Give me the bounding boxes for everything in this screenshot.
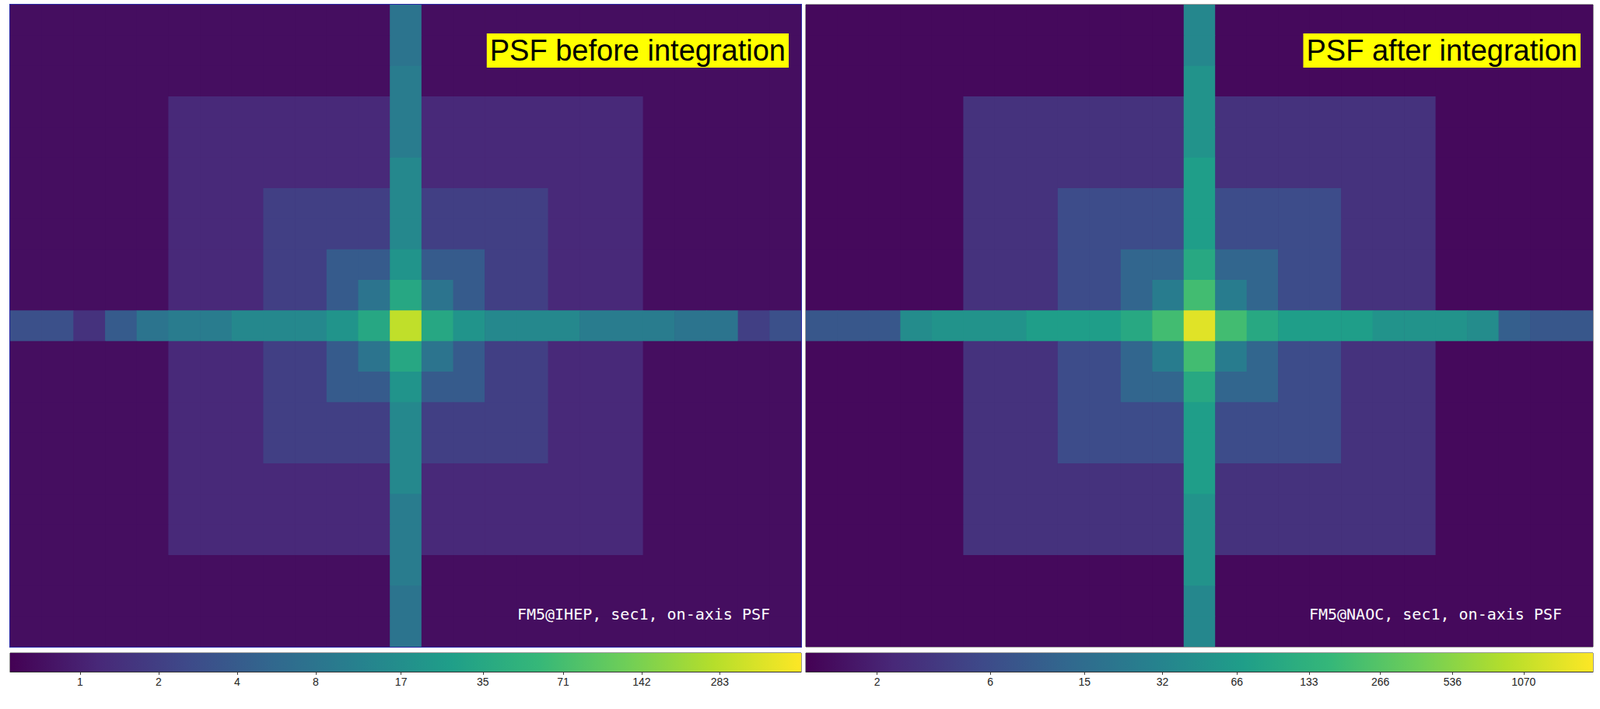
svg-text:2: 2 (874, 675, 881, 689)
svg-text:6: 6 (987, 675, 994, 689)
svg-text:133: 133 (1299, 675, 1319, 689)
svg-text:32: 32 (1156, 675, 1170, 689)
svg-text:FM5@IHEP, sec1, on-axis PSF: FM5@IHEP, sec1, on-axis PSF (517, 605, 771, 624)
svg-text:2: 2 (155, 675, 162, 689)
svg-text:1070: 1070 (1511, 675, 1536, 689)
svg-text:1: 1 (77, 675, 84, 689)
svg-text:PSF before integration: PSF before integration (490, 34, 786, 67)
svg-text:4: 4 (234, 675, 241, 689)
svg-text:8: 8 (312, 675, 319, 689)
svg-text:71: 71 (556, 675, 570, 689)
svg-text:536: 536 (1443, 675, 1463, 689)
svg-text:35: 35 (476, 675, 490, 689)
svg-text:17: 17 (395, 675, 408, 689)
svg-text:PSF after integration: PSF after integration (1305, 34, 1578, 67)
svg-text:142: 142 (632, 675, 652, 689)
svg-text:66: 66 (1230, 675, 1243, 689)
svg-text:283: 283 (710, 675, 730, 689)
svg-text:266: 266 (1371, 675, 1390, 689)
svg-text:FM5@NAOC, sec1, on-axis PSF: FM5@NAOC, sec1, on-axis PSF (1309, 605, 1562, 624)
svg-text:15: 15 (1078, 675, 1091, 689)
